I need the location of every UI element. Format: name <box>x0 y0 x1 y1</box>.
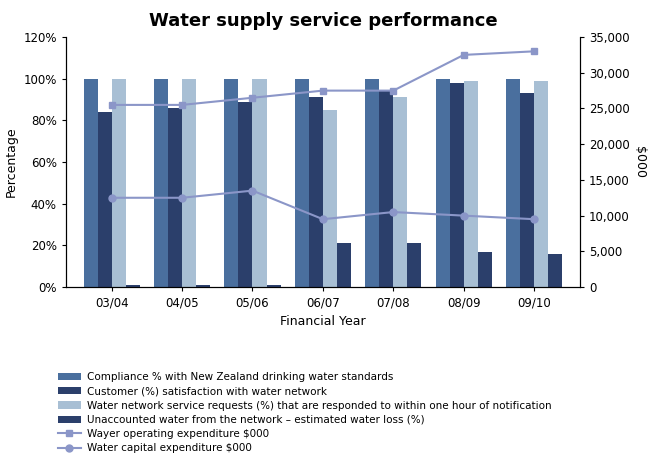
Bar <box>267 285 281 287</box>
Bar <box>365 79 379 287</box>
Bar <box>168 108 182 287</box>
X-axis label: Financial Year: Financial Year <box>280 315 366 328</box>
Bar <box>309 97 323 287</box>
Bar <box>154 79 168 287</box>
Bar <box>478 251 492 287</box>
Bar <box>393 97 407 287</box>
Bar <box>182 79 196 287</box>
Bar <box>534 81 548 287</box>
Bar <box>379 91 393 287</box>
Bar <box>407 243 422 287</box>
Bar <box>506 79 520 287</box>
Bar <box>520 93 534 287</box>
Bar <box>252 79 267 287</box>
Title: Water supply service performance: Water supply service performance <box>148 12 498 30</box>
Bar <box>126 285 140 287</box>
Bar <box>548 254 562 287</box>
Bar <box>449 83 464 287</box>
Y-axis label: $000: $000 <box>633 146 646 178</box>
Legend: Compliance % with New Zealand drinking water standards, Customer (%) satisfactio: Compliance % with New Zealand drinking w… <box>58 372 552 453</box>
Bar <box>323 110 337 287</box>
Bar <box>84 79 98 287</box>
Y-axis label: Percentage: Percentage <box>5 127 18 197</box>
Bar <box>111 79 126 287</box>
Bar <box>224 79 239 287</box>
Bar <box>295 79 309 287</box>
Bar <box>436 79 449 287</box>
Bar <box>196 285 210 287</box>
Bar <box>464 81 478 287</box>
Bar <box>239 101 252 287</box>
Bar <box>98 112 111 287</box>
Bar <box>337 243 351 287</box>
